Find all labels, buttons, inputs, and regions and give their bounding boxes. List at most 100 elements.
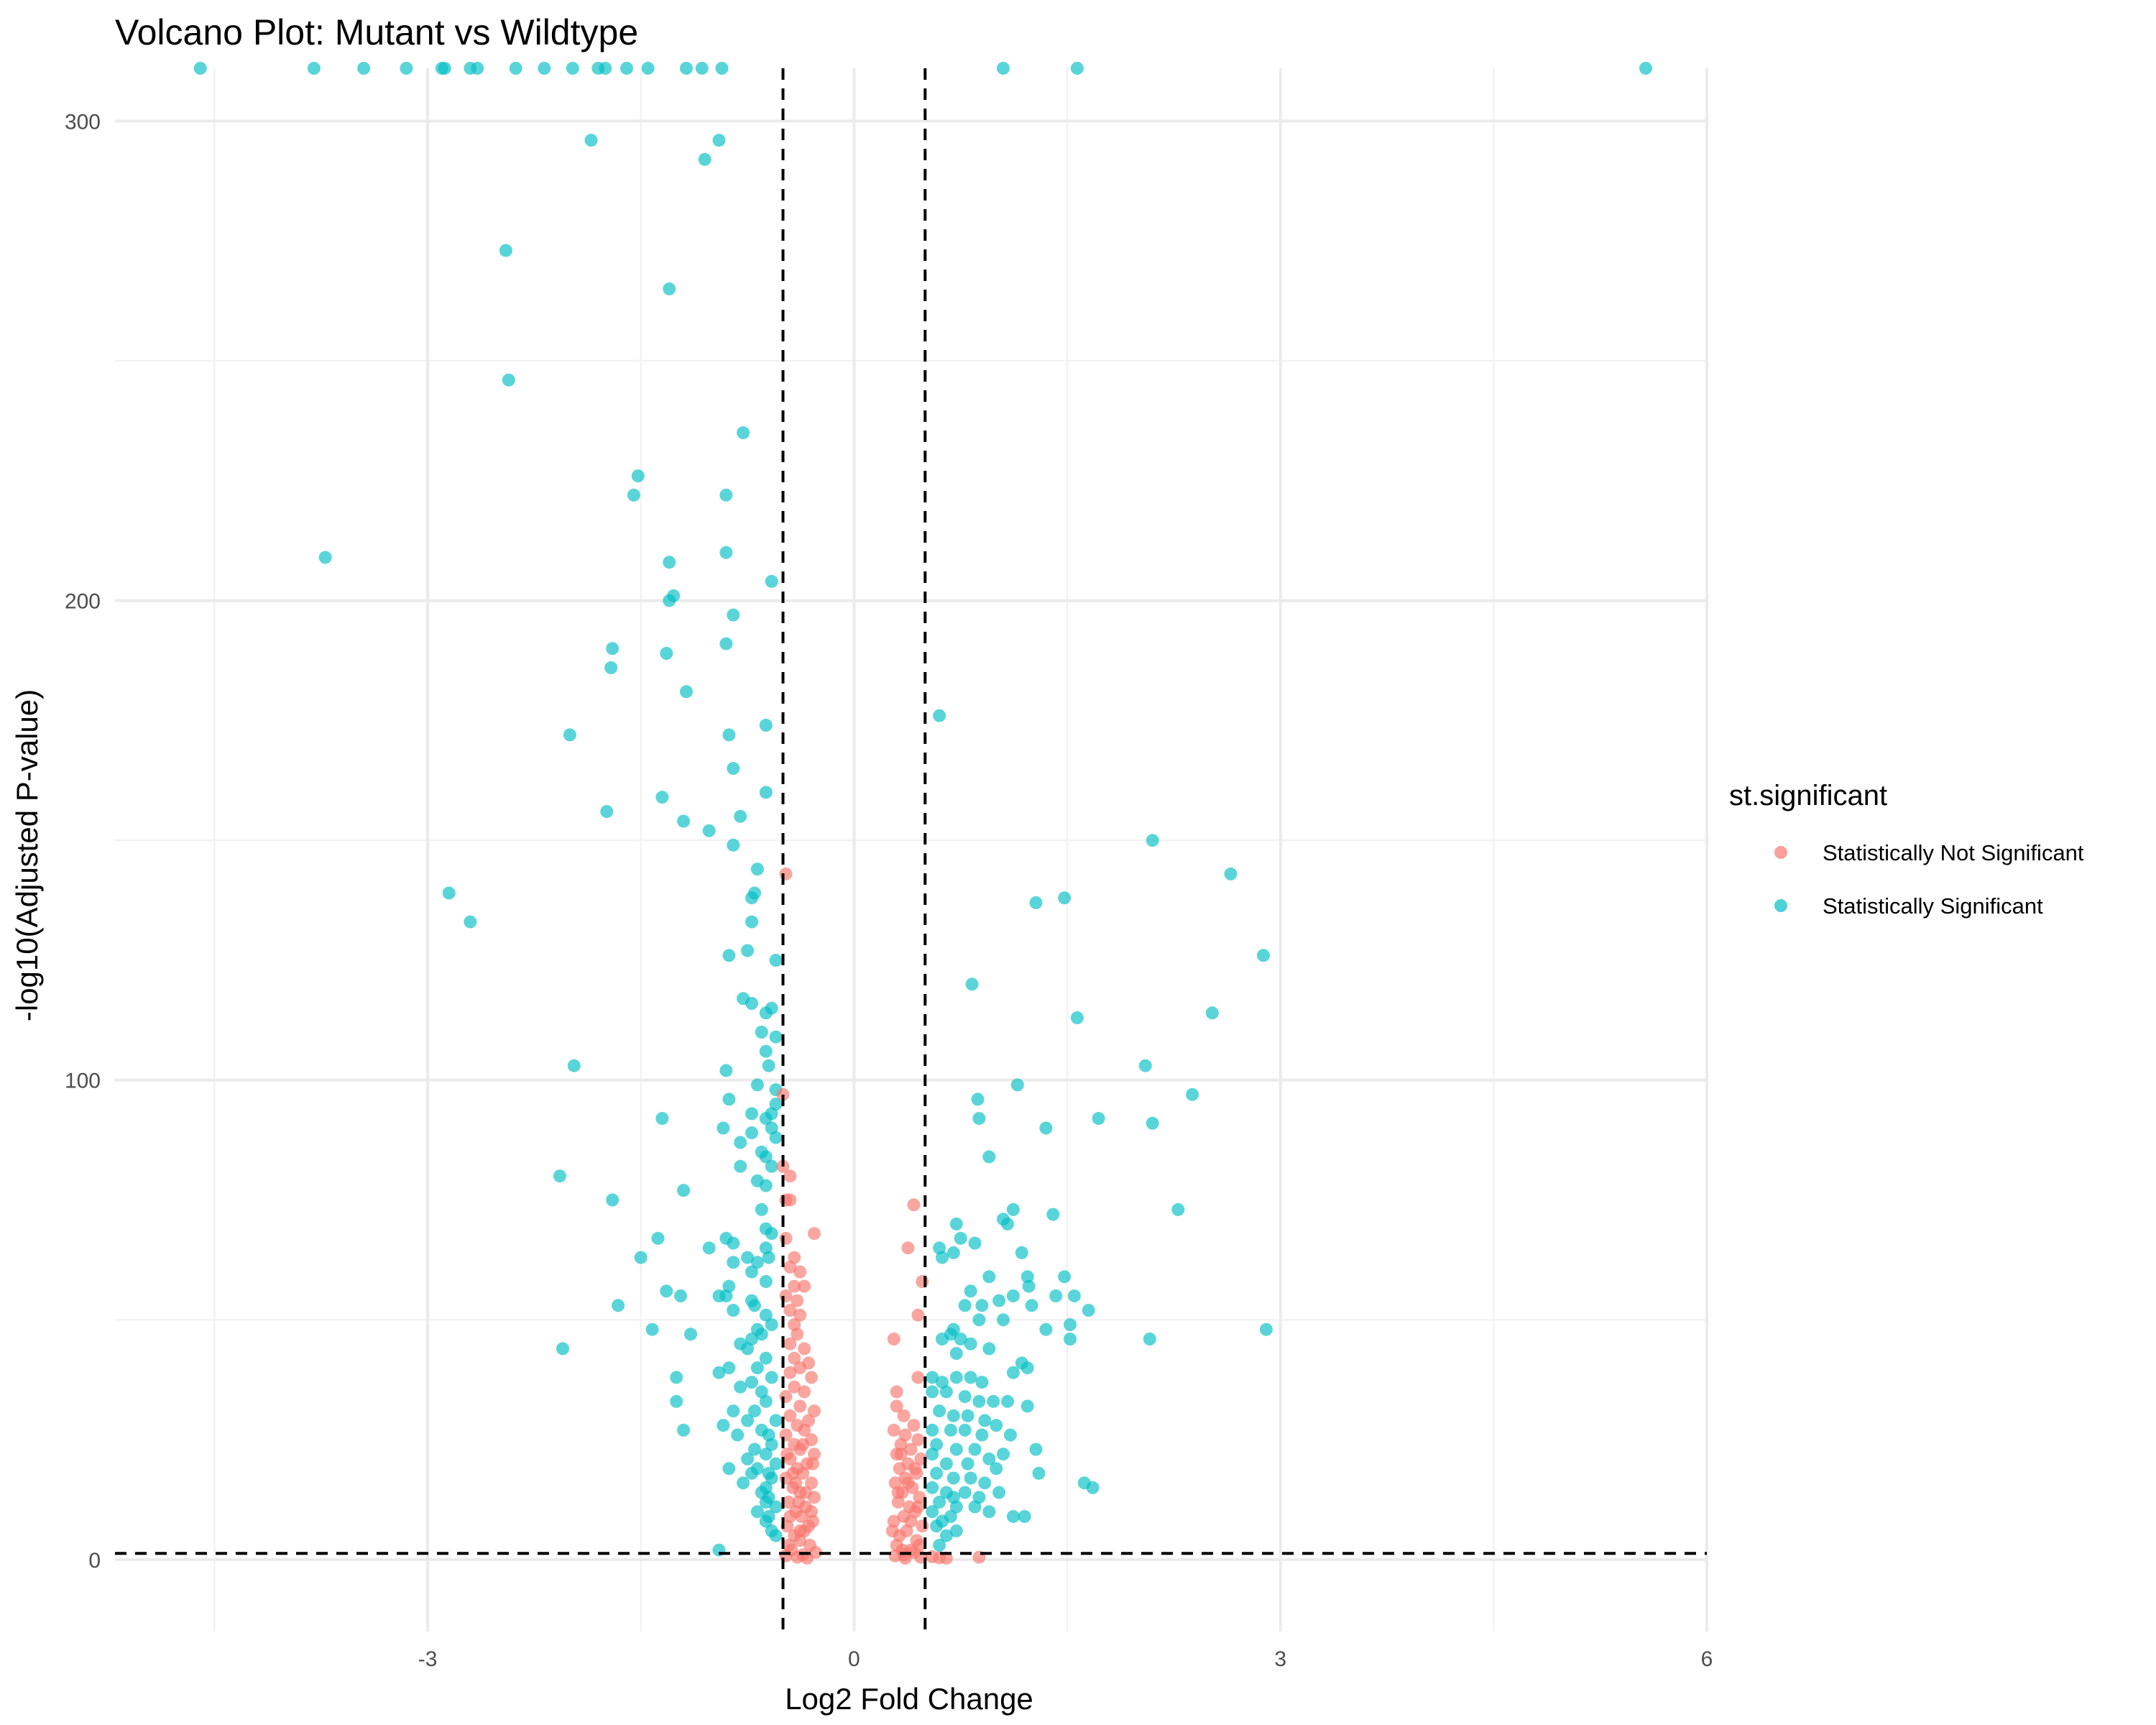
point-significant bbox=[750, 862, 764, 876]
point-significant bbox=[965, 978, 979, 991]
point-significant bbox=[762, 1509, 775, 1523]
point-not-significant bbox=[798, 1385, 811, 1399]
point-significant bbox=[734, 1159, 747, 1173]
point-significant bbox=[741, 1342, 755, 1356]
point-significant bbox=[731, 1428, 745, 1442]
point-significant bbox=[1022, 1279, 1036, 1293]
point-significant bbox=[1257, 949, 1270, 962]
point-significant bbox=[1205, 1006, 1219, 1020]
point-significant bbox=[926, 1371, 939, 1384]
point-not-significant bbox=[911, 1308, 925, 1322]
point-significant bbox=[727, 762, 740, 776]
point-significant bbox=[1049, 1289, 1063, 1302]
point-significant bbox=[992, 1486, 1006, 1499]
point-significant bbox=[946, 1491, 960, 1504]
point-significant bbox=[1010, 1078, 1024, 1092]
point-not-significant bbox=[890, 1399, 903, 1413]
point-significant bbox=[971, 1092, 985, 1106]
point-significant bbox=[750, 1505, 764, 1519]
point-significant bbox=[1001, 1394, 1014, 1408]
point-significant bbox=[978, 1414, 992, 1427]
point-significant bbox=[702, 824, 716, 837]
point-significant bbox=[936, 1251, 949, 1264]
point-significant bbox=[933, 1538, 946, 1552]
point-significant bbox=[1058, 891, 1072, 905]
point-significant bbox=[946, 1409, 960, 1422]
point-significant bbox=[556, 1342, 569, 1356]
point-significant bbox=[663, 594, 676, 607]
point-not-significant bbox=[789, 1476, 803, 1490]
point-not-significant bbox=[793, 1361, 807, 1375]
point-significant bbox=[769, 1500, 783, 1514]
point-significant bbox=[1058, 1270, 1072, 1284]
point-significant bbox=[734, 1380, 747, 1394]
point-significant bbox=[1021, 1270, 1034, 1284]
point-significant bbox=[954, 1231, 967, 1245]
point-not-significant bbox=[897, 1409, 911, 1422]
point-not-significant bbox=[779, 867, 793, 880]
point-significant bbox=[442, 886, 456, 900]
point-significant bbox=[769, 1131, 783, 1144]
point-significant bbox=[1021, 1399, 1034, 1413]
point-significant bbox=[990, 1419, 1003, 1432]
point-significant bbox=[933, 1495, 946, 1509]
y-tick-label: 300 bbox=[65, 110, 101, 134]
point-not-significant bbox=[885, 1524, 899, 1537]
point-significant bbox=[1064, 1333, 1077, 1346]
point-significant bbox=[655, 1112, 669, 1126]
point-not-significant bbox=[793, 1308, 807, 1322]
point-not-significant bbox=[808, 1448, 821, 1461]
point-significant bbox=[357, 62, 371, 75]
point-significant bbox=[997, 1313, 1010, 1327]
point-significant bbox=[982, 1452, 996, 1466]
point-significant bbox=[719, 1289, 733, 1302]
point-significant bbox=[538, 62, 551, 75]
point-significant bbox=[933, 1404, 946, 1418]
point-significant bbox=[606, 1193, 619, 1207]
point-significant bbox=[651, 1231, 665, 1245]
point-significant bbox=[755, 1385, 768, 1399]
point-significant bbox=[464, 915, 477, 929]
point-not-significant bbox=[783, 1509, 797, 1523]
point-significant bbox=[759, 1275, 773, 1288]
point-significant bbox=[926, 1448, 939, 1461]
point-significant bbox=[745, 1466, 758, 1480]
point-significant bbox=[1146, 834, 1159, 847]
point-significant bbox=[702, 1241, 716, 1255]
y-tick-label: 200 bbox=[65, 590, 101, 614]
point-significant bbox=[1171, 1202, 1185, 1216]
point-not-significant bbox=[779, 1289, 793, 1302]
point-significant bbox=[502, 373, 515, 387]
point-not-significant bbox=[788, 1279, 801, 1293]
point-significant bbox=[964, 1471, 977, 1485]
point-significant bbox=[471, 62, 484, 75]
point-significant bbox=[759, 786, 773, 799]
point-significant bbox=[741, 944, 755, 957]
point-significant bbox=[769, 1414, 783, 1427]
point-not-significant bbox=[793, 1399, 807, 1413]
point-significant bbox=[958, 1423, 972, 1437]
point-not-significant bbox=[793, 1265, 807, 1279]
point-not-significant bbox=[904, 1514, 918, 1528]
point-significant bbox=[719, 637, 733, 650]
point-significant bbox=[769, 954, 783, 967]
point-significant bbox=[1029, 1443, 1043, 1456]
point-significant bbox=[727, 1236, 740, 1250]
point-significant bbox=[982, 1150, 996, 1164]
point-significant bbox=[563, 728, 576, 742]
point-significant bbox=[982, 1342, 996, 1356]
point-significant bbox=[765, 1371, 778, 1384]
point-significant bbox=[741, 1414, 755, 1427]
point-significant bbox=[748, 1404, 761, 1418]
point-significant bbox=[193, 62, 207, 75]
point-significant bbox=[949, 1371, 963, 1384]
point-significant bbox=[765, 1471, 778, 1485]
point-significant bbox=[978, 1476, 992, 1490]
point-significant bbox=[1025, 1299, 1038, 1312]
point-significant bbox=[631, 469, 645, 483]
point-not-significant bbox=[808, 1404, 821, 1418]
point-significant bbox=[975, 1299, 989, 1312]
point-significant bbox=[750, 1078, 764, 1092]
point-significant bbox=[939, 1457, 953, 1471]
